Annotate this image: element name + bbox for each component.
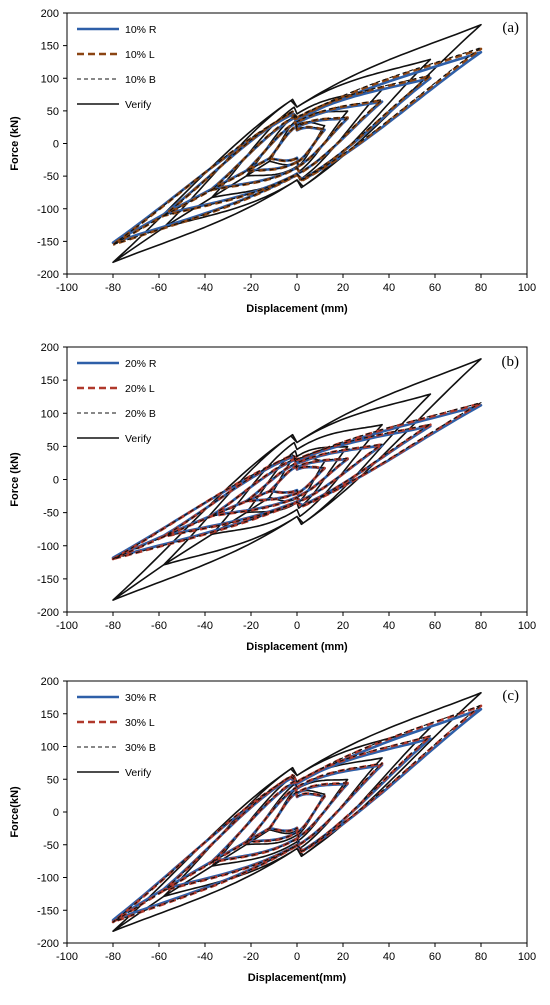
series-line-10-b (112, 47, 482, 246)
x-tick-label: 80 (475, 620, 487, 632)
y-tick-label: -50 (43, 840, 59, 852)
legend-label: 10% R (125, 24, 157, 36)
x-tick-label: 40 (383, 620, 395, 632)
plot-area (111, 692, 483, 932)
x-tick-label: -40 (197, 282, 213, 294)
y-tick-label: 100 (41, 408, 59, 420)
panel-label: (a) (502, 20, 519, 36)
y-tick-label: -150 (37, 905, 59, 917)
x-tick-label: 0 (294, 282, 300, 294)
y-tick-label: 150 (41, 41, 59, 53)
y-axis-label: Force (kN) (9, 116, 21, 171)
x-tick-label: -20 (243, 951, 259, 963)
plot-area (111, 358, 483, 601)
y-tick-label: -150 (37, 236, 59, 248)
x-tick-label: 60 (429, 951, 441, 963)
legend-label: 20% L (125, 383, 155, 395)
legend: 20% R 20% L 20% B Verify (77, 358, 157, 445)
legend-label: 30% R (125, 692, 157, 704)
x-tick-label: 40 (383, 282, 395, 294)
x-tick-label: -80 (105, 282, 121, 294)
y-tick-label: -50 (43, 171, 59, 183)
x-axis-label: Displacement (mm) (246, 303, 348, 315)
x-tick-label: 40 (383, 951, 395, 963)
legend-label: 20% B (125, 408, 156, 420)
legend-label: 20% R (125, 358, 157, 370)
x-tick-label: -20 (243, 282, 259, 294)
panel-label: (b) (502, 354, 520, 370)
y-tick-label: -200 (37, 607, 59, 619)
x-tick-label: -40 (197, 620, 213, 632)
y-tick-label: -100 (37, 873, 59, 885)
x-axis-label: Displacement(mm) (248, 972, 347, 984)
series-line-verify (112, 358, 482, 601)
y-tick-label: 100 (41, 73, 59, 85)
x-tick-label: 100 (518, 951, 536, 963)
legend-label: 10% L (125, 49, 155, 61)
y-tick-label: 0 (53, 807, 59, 819)
y-tick-label: -100 (37, 204, 59, 216)
x-tick-label: 100 (518, 282, 536, 294)
series-line-20-r (111, 404, 483, 559)
y-tick-label: 50 (47, 441, 59, 453)
x-tick-label: -40 (197, 951, 213, 963)
series-line-30-l (111, 704, 483, 924)
y-tick-label: 200 (41, 676, 59, 688)
x-tick-label: 20 (337, 951, 349, 963)
y-tick-label: 50 (47, 774, 59, 786)
legend-label: Verify (125, 99, 152, 111)
x-tick-label: -80 (105, 620, 121, 632)
x-tick-label: -60 (151, 620, 167, 632)
legend: 30% R 30% L 30% B Verify (77, 692, 157, 779)
chart-panel-0: -100 -80 -60 -40 -20 0 20 40 60 80 100-200-150-100… (9, 8, 536, 315)
x-tick-label: 0 (294, 951, 300, 963)
y-tick-label: -200 (37, 938, 59, 950)
legend-label: 30% L (125, 717, 155, 729)
y-tick-label: -50 (43, 508, 59, 520)
series-line-verify (112, 692, 482, 932)
series-line-30-b (112, 704, 482, 923)
x-tick-label: 0 (294, 620, 300, 632)
x-tick-label: 100 (518, 620, 536, 632)
legend-label: Verify (125, 767, 152, 779)
x-tick-label: 20 (337, 282, 349, 294)
x-axis-label: Displacement (mm) (246, 641, 348, 653)
y-axis-label: Force(kN) (9, 786, 21, 838)
y-tick-label: 150 (41, 375, 59, 387)
x-tick-label: -100 (56, 951, 78, 963)
x-tick-label: 80 (475, 951, 487, 963)
y-tick-label: -200 (37, 269, 59, 281)
x-tick-label: -60 (151, 282, 167, 294)
legend-label: 10% B (125, 74, 156, 86)
panel-label: (c) (502, 688, 519, 704)
x-tick-label: 60 (429, 620, 441, 632)
x-tick-label: -100 (56, 282, 78, 294)
x-tick-label: -80 (105, 951, 121, 963)
x-tick-label: 60 (429, 282, 441, 294)
y-tick-label: -100 (37, 541, 59, 553)
chart-panel-2: -100 -80 -60 -40 -20 0 20 40 60 80 100-200-150-100… (9, 676, 536, 984)
legend: 10% R 10% L 10% B Verify (77, 24, 157, 111)
legend-label: Verify (125, 433, 152, 445)
y-tick-label: 100 (41, 742, 59, 754)
x-tick-label: 20 (337, 620, 349, 632)
chart-panel-1: -100 -80 -60 -40 -20 0 20 40 60 80 100-200-150-100… (9, 342, 536, 653)
x-tick-label: 80 (475, 282, 487, 294)
x-tick-label: -60 (151, 951, 167, 963)
y-axis-label: Force (kN) (9, 452, 21, 507)
series-line-20-b (112, 402, 482, 560)
y-tick-label: 50 (47, 106, 59, 118)
y-tick-label: 0 (53, 139, 59, 151)
x-tick-label: -100 (56, 620, 78, 632)
y-tick-label: -150 (37, 574, 59, 586)
legend-label: 30% B (125, 742, 156, 754)
plot-area (111, 23, 483, 264)
y-tick-label: 150 (41, 709, 59, 721)
y-tick-label: 200 (41, 8, 59, 20)
y-tick-label: 200 (41, 342, 59, 354)
y-tick-label: 0 (53, 475, 59, 487)
x-tick-label: -20 (243, 620, 259, 632)
